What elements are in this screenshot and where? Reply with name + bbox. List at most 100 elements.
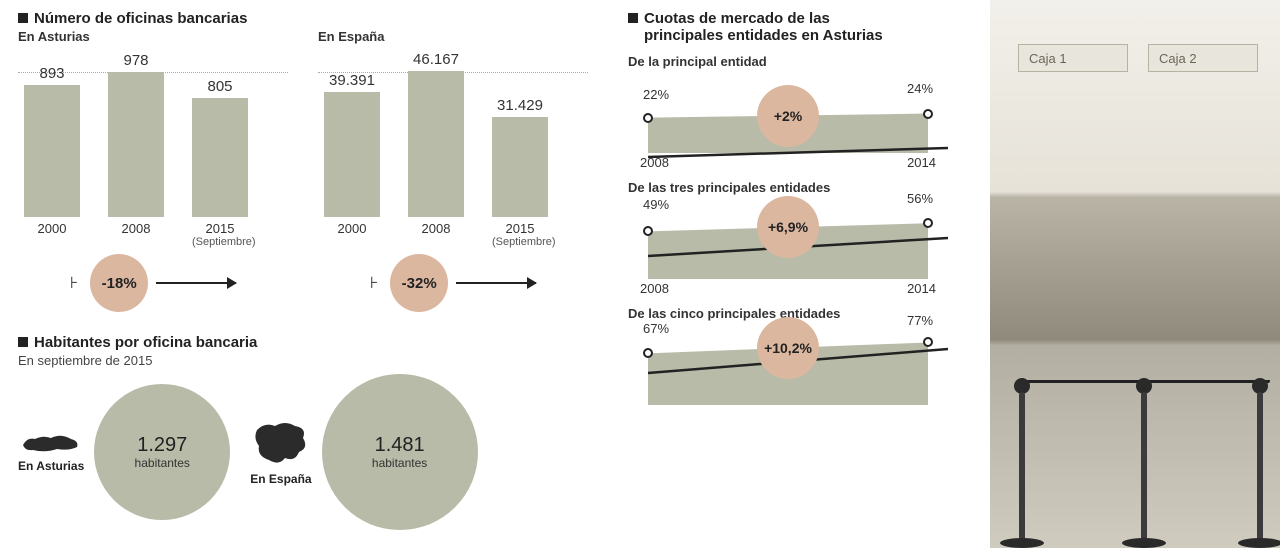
cuota-val-start: 49%	[643, 197, 669, 212]
inhabitants-subtitle: En septiembre de 2015	[18, 353, 610, 368]
caja-sign-2: Caja 2	[1148, 44, 1258, 72]
bar-2000: 893	[24, 85, 80, 217]
cuota-label-1: De la principal entidad	[628, 54, 982, 69]
cuota-val-end: 77%	[907, 313, 933, 328]
cuota-chart-2: 49% 56% +6,9%	[628, 199, 948, 279]
asturias-icon	[21, 431, 81, 455]
bar-block-asturias: En Asturias 893 978 805	[18, 29, 288, 312]
bar-year-wrap: 2015 (Septiembre)	[492, 217, 548, 248]
bar-val: 31.429	[497, 97, 543, 114]
cuota-title: Cuotas de mercado de las principales ent…	[628, 10, 982, 44]
offices-title: Número de oficinas bancarias	[18, 10, 610, 27]
bracket-icon: ⊦	[70, 273, 78, 293]
cuota-point	[923, 218, 933, 228]
inhab-espana: En España 1.481 habitantes	[250, 374, 477, 530]
cuota-badge: +6,9%	[757, 196, 819, 258]
circle-unit: habitantes	[372, 457, 427, 471]
inhabitants-title-text: Habitantes por oficina bancaria	[34, 334, 257, 351]
cuota-val-end: 56%	[907, 191, 933, 206]
spain-icon	[251, 418, 311, 468]
arrow-icon	[156, 282, 236, 284]
bar-chart-asturias: 893 978 805	[18, 52, 288, 217]
stanchion	[1014, 378, 1030, 548]
bar-block-espana: En España 39.391 46.167 31.429	[318, 29, 588, 312]
cuota-point	[643, 113, 653, 123]
bar-val: 805	[207, 78, 232, 95]
cuota-badge: +10,2%	[757, 317, 819, 379]
cuota-badge: +2%	[757, 85, 819, 147]
bar-val: 46.167	[413, 51, 459, 68]
region-wrap: En España	[250, 418, 311, 486]
bar	[324, 92, 380, 217]
bullet-icon	[628, 13, 638, 23]
circle-espana: 1.481 habitantes	[322, 374, 478, 530]
circle-number: 1.481	[375, 434, 425, 457]
circle-number: 1.297	[137, 434, 187, 457]
bar-2008: 978	[108, 72, 164, 217]
cuota-point	[643, 226, 653, 236]
bar-years-row: 2000 2008 2015 (Septiembre)	[318, 217, 588, 248]
cuota-point	[923, 109, 933, 119]
stanchion	[1136, 378, 1152, 548]
bar-year: 2008	[408, 221, 464, 248]
rope	[1020, 380, 1140, 398]
bar	[192, 98, 248, 217]
stanchion	[1252, 378, 1268, 548]
bar-year-wrap: 2015 (Septiembre)	[192, 217, 248, 248]
bar-heading-espana: En España	[318, 29, 588, 44]
bar-2015: 31.429	[492, 117, 548, 217]
change-badge: -32%	[390, 254, 448, 312]
bar-val: 978	[123, 52, 148, 69]
change-row-asturias: ⊦ -18%	[18, 254, 288, 312]
bar-year: 2008	[108, 221, 164, 248]
bar-year: 2015	[192, 221, 248, 236]
rope	[1140, 380, 1270, 398]
bar-charts-row: En Asturias 893 978 805	[18, 29, 610, 312]
bar-chart-espana: 39.391 46.167 31.429	[318, 52, 588, 217]
region-label: En España	[250, 472, 311, 486]
cuota-chart-3: 67% 77% +10,2%	[628, 325, 948, 405]
bar-2015: 805	[192, 98, 248, 217]
circle-unit: habitantes	[135, 457, 190, 471]
inhabitants-section: Habitantes por oficina bancaria En septi…	[18, 334, 610, 530]
bar-year: 2000	[24, 221, 80, 248]
bar-heading-asturias: En Asturias	[18, 29, 288, 44]
bank-photo: Caja 1 Caja 2	[990, 0, 1280, 548]
bar-years-row: 2000 2008 2015 (Septiembre)	[18, 217, 288, 248]
market-share-column: Cuotas de mercado de las principales ent…	[620, 0, 990, 548]
change-row-espana: ⊦ -32%	[318, 254, 588, 312]
bar-2008: 46.167	[408, 71, 464, 217]
left-column: Número de oficinas bancarias En Asturias…	[0, 0, 620, 548]
region-label: En Asturias	[18, 459, 84, 473]
inhabitants-row: En Asturias 1.297 habitantes En España	[18, 374, 610, 530]
bar	[108, 72, 164, 217]
bullet-icon	[18, 13, 28, 23]
bar-val: 39.391	[329, 72, 375, 89]
bar	[24, 85, 80, 217]
caja-sign-1: Caja 1	[1018, 44, 1128, 72]
offices-title-text: Número de oficinas bancarias	[34, 10, 247, 27]
bullet-icon	[18, 337, 28, 347]
photo-column: Caja 1 Caja 2	[990, 0, 1280, 548]
bar-year: 2015	[492, 221, 548, 236]
bar-year: 2000	[324, 221, 380, 248]
cuota-title-l2: principales entidades en Asturias	[644, 27, 883, 44]
change-badge: -18%	[90, 254, 148, 312]
bar-2000: 39.391	[324, 92, 380, 217]
cuota-val-start: 67%	[643, 321, 669, 336]
bracket-icon: ⊦	[370, 273, 378, 293]
cuota-point	[643, 348, 653, 358]
region-wrap: En Asturias	[18, 431, 84, 473]
inhabitants-title: Habitantes por oficina bancaria	[18, 334, 610, 351]
bar-val: 893	[39, 65, 64, 82]
bar-note: (Septiembre)	[492, 236, 548, 248]
cuota-point	[923, 337, 933, 347]
cuota-title-l1: Cuotas de mercado de las	[644, 10, 830, 27]
bar	[408, 71, 464, 217]
bar	[492, 117, 548, 217]
bar-note: (Septiembre)	[192, 236, 248, 248]
inhab-asturias: En Asturias 1.297 habitantes	[18, 374, 230, 530]
arrow-icon	[456, 282, 536, 284]
cuota-chart-1: 22% 24% +2%	[628, 73, 948, 153]
circle-asturias: 1.297 habitantes	[94, 384, 230, 520]
